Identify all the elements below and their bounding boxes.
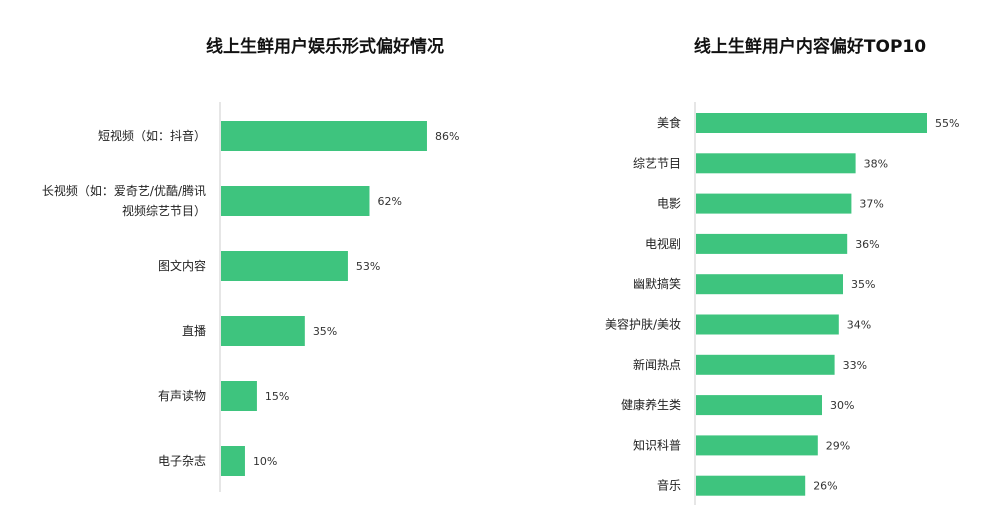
category-label-entertainment-3: 直播: [182, 324, 206, 338]
category-label-content-9: 音乐: [657, 478, 681, 493]
category-label-content-6: 新闻热点: [633, 357, 681, 372]
category-label-entertainment-1: 长视频（如：爱奇艺/优酷/腾讯视频综艺节目）: [42, 183, 206, 218]
bar-content-6: [696, 354, 835, 375]
bar-content-8: [696, 435, 818, 456]
bar-content-0: [696, 113, 927, 133]
category-label-entertainment-4: 有声读物: [158, 389, 206, 403]
bar-content-4: [696, 274, 843, 295]
value-label-entertainment-3: 35%: [313, 325, 337, 338]
category-label-content-8: 知识科普: [633, 438, 681, 452]
bar-content-2: [696, 193, 852, 214]
bar-entertainment-1: [221, 186, 370, 216]
value-label-content-9: 26%: [813, 480, 837, 493]
value-label-content-7: 30%: [830, 399, 854, 412]
chart-title-content: 线上生鲜用户内容偏好TOP10: [693, 37, 927, 57]
bar-content-9: [696, 475, 806, 496]
category-label-content-0: 美食: [657, 115, 681, 130]
category-label-content-7: 健康养生类: [621, 397, 681, 412]
category-label-content-3: 电视剧: [645, 236, 681, 251]
bar-entertainment-2: [221, 251, 348, 281]
value-label-entertainment-1: 62%: [377, 195, 401, 208]
value-label-content-6: 33%: [843, 359, 867, 372]
chart-panel-entertainment: 线上生鲜用户娱乐形式偏好情况 86% 短视频（如：抖音） 62% 长视频（如：爱奇艺/…: [0, 0, 490, 532]
bar-content-7: [696, 395, 822, 416]
value-label-content-1: 38%: [864, 157, 888, 170]
category-label-entertainment-0: 短视频（如：抖音）: [98, 128, 206, 143]
value-label-entertainment-4: 15%: [265, 390, 289, 403]
value-label-content-3: 36%: [855, 238, 879, 251]
bar-content-5: [696, 314, 839, 335]
value-label-content-0: 55%: [935, 117, 959, 130]
value-label-content-8: 29%: [826, 439, 850, 452]
bar-entertainment-5: [221, 446, 245, 476]
category-label-content-1: 综艺节目: [633, 156, 681, 170]
category-label-entertainment-5: 电子杂志: [158, 454, 206, 468]
value-label-entertainment-2: 53%: [356, 260, 380, 273]
value-label-content-2: 37%: [859, 198, 883, 211]
bar-content-3: [696, 233, 848, 254]
bar-entertainment-3: [221, 316, 305, 346]
category-label-entertainment-2: 图文内容: [158, 258, 206, 273]
category-label-content-4: 幽默搞笑: [633, 276, 681, 291]
chart-title-entertainment: 线上生鲜用户娱乐形式偏好情况: [206, 37, 444, 57]
value-label-content-4: 35%: [851, 278, 875, 291]
chart-panel-content: 线上生鲜用户内容偏好TOP10 55% 美食 38% 综艺节目 37% 电影 36% 电视剧 3…: [490, 0, 985, 532]
bar-chart-entertainment: 86% 短视频（如：抖音） 62% 长视频（如：爱奇艺/优酷/腾讯视频综艺节目） 53%…: [42, 102, 459, 492]
value-label-content-5: 34%: [847, 319, 871, 332]
value-label-entertainment-0: 86%: [435, 130, 459, 143]
bar-entertainment-4: [221, 381, 257, 411]
category-label-content-2: 电影: [657, 197, 681, 211]
bar-content-1: [696, 153, 856, 174]
bar-chart-content: 55% 美食 38% 综艺节目 37% 电影 36% 电视剧 35% 幽默搞笑 34% 美容护肤/美妆…: [605, 102, 959, 505]
bar-entertainment-0: [221, 121, 427, 151]
value-label-entertainment-5: 10%: [253, 455, 277, 468]
category-label-content-5: 美容护肤/美妆: [605, 317, 681, 332]
